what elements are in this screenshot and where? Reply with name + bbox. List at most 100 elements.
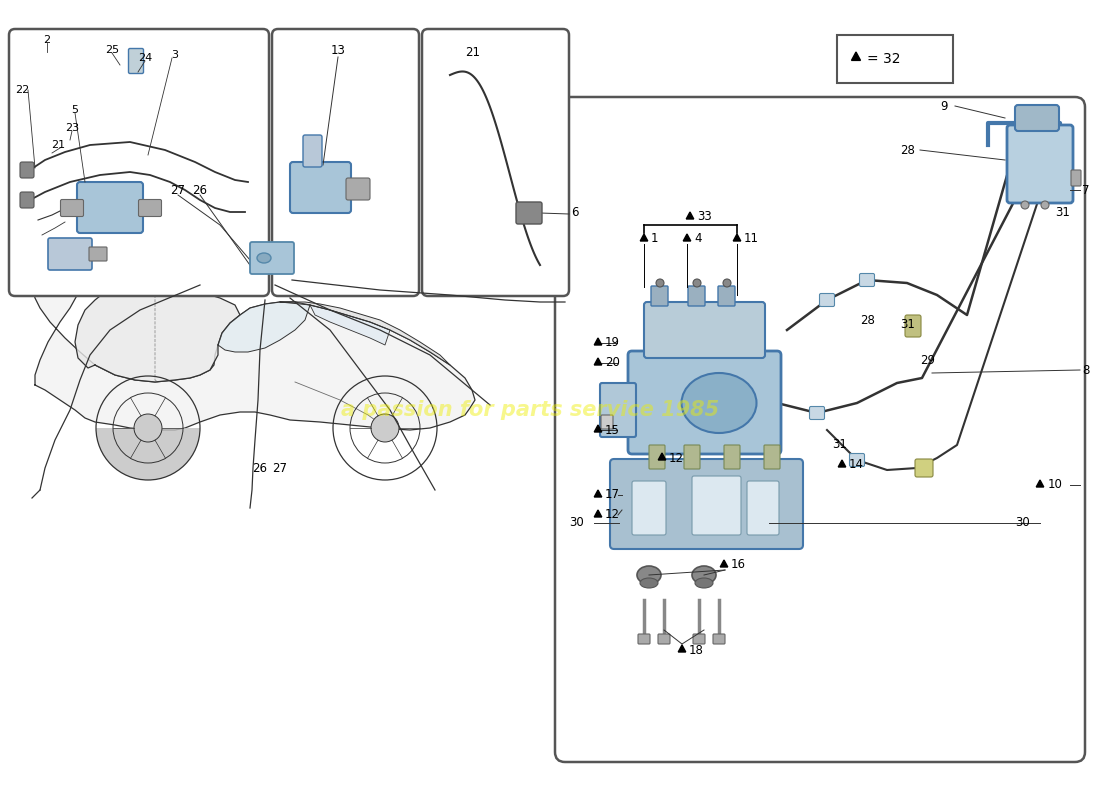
FancyBboxPatch shape [915,459,933,477]
Text: = 32: = 32 [867,52,901,66]
Circle shape [656,279,664,287]
Ellipse shape [682,373,757,433]
FancyBboxPatch shape [638,634,650,644]
FancyBboxPatch shape [820,294,835,306]
Text: 30: 30 [1015,517,1030,530]
Circle shape [134,414,162,442]
FancyBboxPatch shape [302,135,322,167]
FancyBboxPatch shape [810,406,825,419]
Text: 20: 20 [605,357,620,370]
Polygon shape [310,305,390,345]
Text: 26: 26 [192,183,208,197]
Text: 23: 23 [65,123,79,133]
FancyBboxPatch shape [693,634,705,644]
Polygon shape [838,460,846,467]
Polygon shape [594,490,602,497]
FancyBboxPatch shape [272,29,419,296]
Text: 25: 25 [104,45,119,55]
Text: 22: 22 [15,85,29,95]
Text: 17: 17 [605,489,620,502]
Polygon shape [720,560,728,567]
Text: 16: 16 [732,558,746,571]
Text: 30: 30 [569,517,584,530]
FancyBboxPatch shape [516,202,542,224]
Polygon shape [734,234,740,241]
Text: 4: 4 [694,233,702,246]
FancyBboxPatch shape [1015,105,1059,131]
FancyBboxPatch shape [89,247,107,261]
Ellipse shape [637,566,661,584]
Text: 24: 24 [138,53,152,63]
Text: 3: 3 [172,50,178,60]
Text: 27: 27 [273,462,287,474]
Text: 28: 28 [900,143,915,157]
FancyBboxPatch shape [713,634,725,644]
FancyBboxPatch shape [250,242,294,274]
Polygon shape [594,425,602,432]
Text: 33: 33 [697,210,712,223]
FancyBboxPatch shape [632,481,666,535]
Text: 31: 31 [832,438,847,451]
FancyBboxPatch shape [48,238,92,270]
FancyBboxPatch shape [649,445,666,469]
FancyBboxPatch shape [837,35,953,83]
Text: 13: 13 [331,43,345,57]
Text: 10: 10 [1048,478,1063,491]
FancyBboxPatch shape [747,481,779,535]
Polygon shape [32,204,475,430]
Polygon shape [594,338,602,345]
FancyBboxPatch shape [610,459,803,549]
Polygon shape [75,285,240,382]
FancyBboxPatch shape [139,199,162,217]
FancyBboxPatch shape [651,286,668,306]
FancyBboxPatch shape [859,274,874,286]
Circle shape [723,279,732,287]
FancyBboxPatch shape [601,415,613,429]
Text: 15: 15 [605,423,620,437]
Text: 1: 1 [651,233,659,246]
Text: 19: 19 [605,337,620,350]
Text: 9: 9 [940,99,947,113]
Ellipse shape [257,253,271,263]
Text: 11: 11 [744,233,759,246]
FancyBboxPatch shape [688,286,705,306]
FancyBboxPatch shape [905,315,921,337]
Circle shape [1041,201,1049,209]
Polygon shape [640,234,648,241]
FancyBboxPatch shape [77,182,143,233]
Polygon shape [218,302,310,352]
Text: 14: 14 [849,458,864,471]
FancyBboxPatch shape [1006,125,1072,203]
FancyBboxPatch shape [684,445,700,469]
Text: a passion for parts service 1985: a passion for parts service 1985 [341,400,719,420]
FancyBboxPatch shape [20,162,34,178]
FancyBboxPatch shape [692,476,741,535]
Polygon shape [594,358,602,365]
FancyBboxPatch shape [849,454,865,466]
FancyBboxPatch shape [1071,170,1081,186]
FancyBboxPatch shape [20,192,34,208]
Text: 7: 7 [1082,183,1089,197]
Polygon shape [851,52,860,60]
Text: 2: 2 [43,35,51,45]
FancyBboxPatch shape [724,445,740,469]
Polygon shape [1036,480,1044,487]
Text: 29: 29 [920,354,935,366]
FancyBboxPatch shape [60,199,84,217]
FancyBboxPatch shape [129,49,143,74]
FancyBboxPatch shape [658,634,670,644]
Circle shape [693,279,701,287]
Text: 12: 12 [605,509,620,522]
Polygon shape [280,302,450,365]
Text: 12: 12 [669,451,684,465]
Circle shape [1021,201,1028,209]
FancyBboxPatch shape [600,383,636,437]
Text: 8: 8 [1082,363,1089,377]
FancyBboxPatch shape [628,351,781,454]
Polygon shape [683,234,691,241]
Polygon shape [686,212,694,219]
FancyBboxPatch shape [764,445,780,469]
Ellipse shape [640,578,658,588]
Text: 28: 28 [860,314,875,326]
Text: 21: 21 [51,140,65,150]
